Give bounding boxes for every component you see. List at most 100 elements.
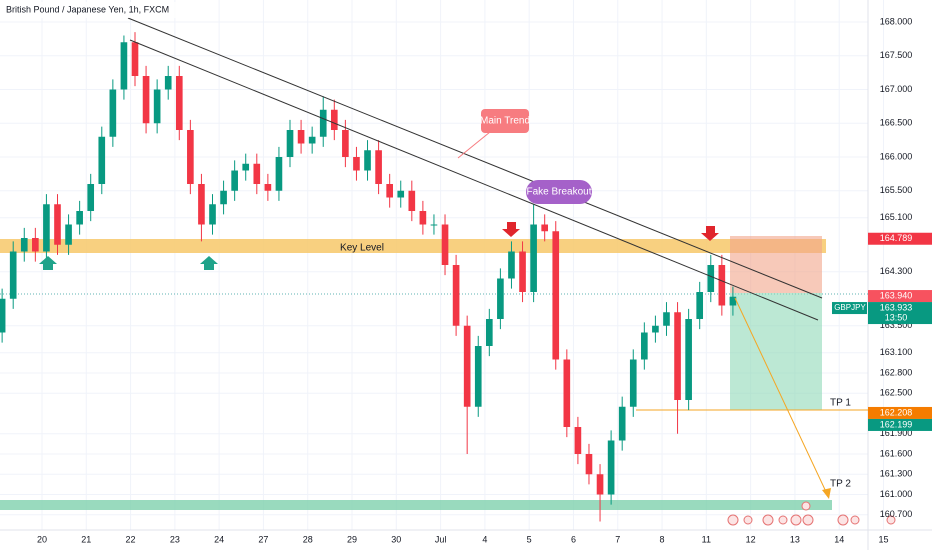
candle-body (685, 318, 692, 400)
y-tick-label: 166.500 (880, 118, 913, 128)
x-tick-label: 28 (303, 534, 313, 544)
zone-label: Key Level (340, 243, 384, 254)
target-zone (730, 293, 822, 410)
key-level-zone (0, 239, 826, 253)
event-icon (762, 514, 774, 526)
candle-body (330, 109, 338, 131)
x-tick-label: 29 (347, 534, 357, 544)
callout (526, 180, 592, 204)
y-tick-label: 162.800 (880, 367, 913, 377)
candle-body (65, 224, 72, 245)
x-tick-label: 15 (878, 534, 888, 544)
y-tick-label: 168.000 (880, 16, 913, 26)
candle-body (497, 278, 504, 319)
candle-body (319, 109, 327, 137)
price-label: 163.933 (880, 302, 913, 312)
candle-body (20, 238, 28, 252)
stop-zone (730, 236, 822, 293)
event-icon (778, 515, 788, 525)
candle-body (519, 251, 526, 292)
callout (481, 109, 529, 133)
callout-pointer (457, 131, 491, 159)
x-tick-label: 22 (126, 534, 136, 544)
event-icon (790, 514, 802, 526)
price-label-bg (868, 232, 932, 245)
candle-body (552, 231, 560, 360)
x-tick-label: 14 (834, 534, 844, 544)
candle-body (0, 298, 6, 333)
x-tick-label: 7 (615, 534, 620, 544)
event-icon (802, 514, 814, 526)
price-label-bg (868, 406, 932, 419)
x-tick-label: 20 (37, 534, 47, 544)
event-icon (886, 515, 896, 525)
candle-body (585, 453, 593, 475)
candle-body (563, 359, 571, 427)
x-tick-label: 24 (214, 534, 224, 544)
candle-body (474, 345, 482, 407)
candle-body (131, 42, 139, 77)
symbol-tag: GBPJPY (834, 303, 866, 312)
x-tick-label: 4 (482, 534, 487, 544)
y-tick-label: 165.100 (880, 212, 913, 222)
candle-body (629, 359, 637, 407)
x-tick-label: 6 (571, 534, 576, 544)
callout-text: Fake Breakout (526, 187, 591, 198)
candles (0, 32, 737, 522)
candle-body (430, 224, 438, 226)
chart-title: British Pound / Japanese Yen, 1h, FXCM (6, 4, 169, 14)
trend-line (127, 17, 823, 299)
price-label-bg (868, 418, 932, 431)
y-tick-label: 160.700 (880, 509, 913, 519)
candle-body (674, 312, 681, 400)
candle-body (9, 251, 17, 299)
candle-body (153, 89, 161, 124)
y-tick-label: 165.500 (880, 185, 913, 195)
candle-body (463, 325, 471, 407)
x-tick-label: 21 (81, 534, 91, 544)
x-tick-label: 23 (170, 534, 180, 544)
down-arrow (701, 226, 719, 241)
candle-body (452, 265, 460, 326)
price-label: 162.199 (880, 419, 913, 429)
candle-body (54, 204, 61, 245)
candle-body (43, 204, 50, 252)
candle-body (408, 190, 416, 212)
down-arrow (502, 222, 520, 237)
event-icons (727, 501, 896, 526)
candle-body (220, 190, 227, 205)
candle-body (209, 204, 216, 225)
candle-body (275, 157, 283, 191)
candle-body (353, 157, 360, 171)
candle-body (419, 211, 427, 225)
x-tick-label: 12 (746, 534, 756, 544)
y-tick-label: 167.500 (880, 50, 913, 60)
event-icon (850, 515, 860, 525)
candle-body (441, 224, 449, 265)
candle-body (607, 440, 615, 495)
symbol-tag-bg (832, 302, 867, 315)
candle-body (375, 150, 382, 185)
candle-body (231, 170, 238, 191)
candle-body (87, 184, 95, 212)
x-tick-label: 13 (790, 534, 800, 544)
candle-body (718, 265, 726, 306)
candle-body (76, 211, 83, 225)
support-zone (0, 500, 832, 510)
candle-body (485, 318, 493, 346)
up-arrow (200, 256, 218, 270)
tp-label: TP 2 (830, 479, 851, 490)
candle-body (142, 76, 150, 124)
candle-body (707, 265, 715, 292)
tp-label: TP 1 (830, 398, 851, 409)
y-tick-label: 163.100 (880, 347, 913, 357)
candle-body (397, 190, 405, 198)
candle-body (652, 325, 659, 333)
x-tick-label: Jul (435, 534, 447, 544)
candle-body (198, 184, 205, 225)
title-bg (2, 2, 187, 18)
x-tick-label: 30 (391, 534, 401, 544)
x-tick-label: 27 (258, 534, 268, 544)
target-arrow (734, 297, 829, 497)
candle-body (109, 89, 117, 137)
